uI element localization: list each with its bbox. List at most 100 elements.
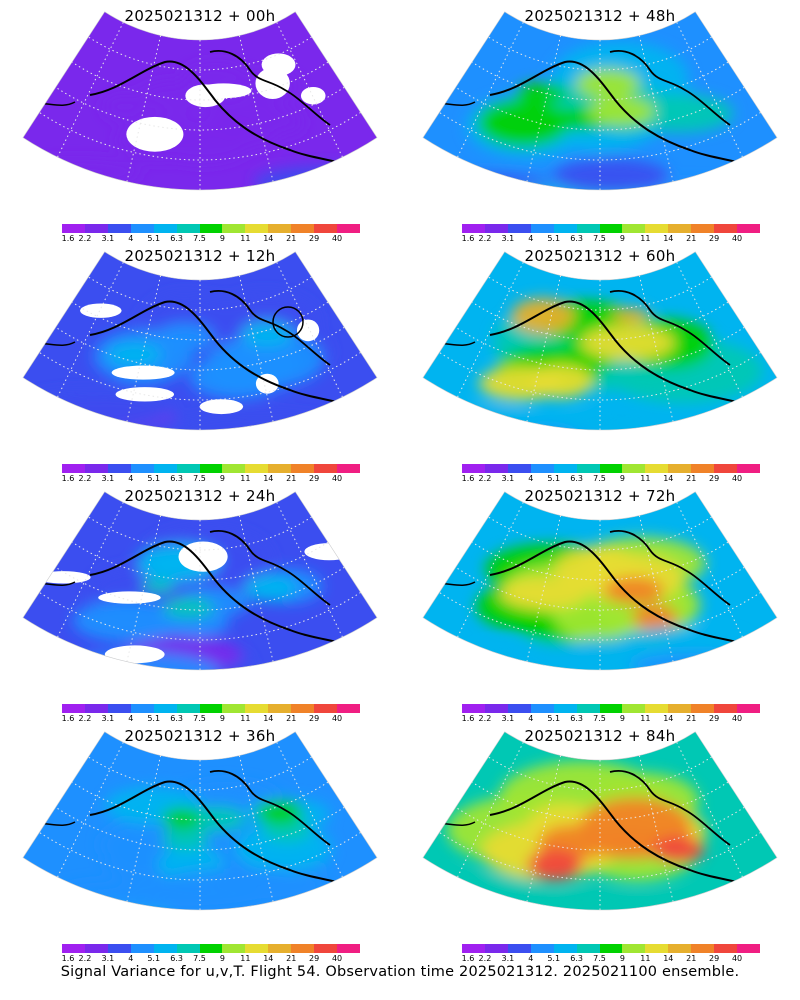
colorbar-tick-label: 7.5 xyxy=(193,474,206,483)
colorbar-tick-label: 14 xyxy=(663,474,674,483)
colorbar-tick-label: 7.5 xyxy=(193,234,206,243)
panel-title: 2025021312 + 36h xyxy=(124,727,276,745)
colorbar-tick-label: 21 xyxy=(686,474,697,483)
colorbar-tick-label: 14 xyxy=(263,234,274,243)
colorbar-swatch-4 xyxy=(553,704,577,713)
colorbar-tick-label: 6.3 xyxy=(170,474,183,483)
colorbar-tick-label: 21 xyxy=(686,714,697,723)
colorbar-tick-label: 14 xyxy=(663,234,674,243)
colorbar-labels: 1.6 2.2 3.1 4 5.1 6.3 7.5 9 11 14 21 29 40 xyxy=(400,474,800,486)
colorbar-swatch-11 xyxy=(714,944,738,953)
variance-map-60h xyxy=(422,251,778,431)
colorbar-tick-label: 14 xyxy=(263,714,274,723)
colorbar-tick-label: 9 xyxy=(219,714,225,723)
colorbar-swatch-12 xyxy=(337,704,360,713)
colorbar-tick-label: 29 xyxy=(709,234,720,243)
colorbar-tick-label: 2.2 xyxy=(78,234,92,243)
colorbar xyxy=(62,944,360,953)
forecast-panel-60h: 2025021312 + 60h 1.6 2.2 3.1 4 5.1 6.3 7.5 9 11 14… xyxy=(400,240,800,483)
colorbar-swatch-12 xyxy=(737,704,760,713)
figure-caption: Signal Variance for u,v,T. Flight 54. Ob… xyxy=(60,964,740,980)
colorbar-swatch-10 xyxy=(291,704,315,713)
colorbar-swatch-11 xyxy=(314,224,338,233)
colorbar-swatch-11 xyxy=(714,464,738,473)
colorbar-swatch-8 xyxy=(245,464,269,473)
colorbar-swatch-3 xyxy=(530,464,554,473)
colorbar-tick-label: 1.6 xyxy=(61,954,75,963)
colorbar-tick-label: 29 xyxy=(709,474,720,483)
colorbar-swatch-2 xyxy=(107,704,131,713)
colorbar-swatch-10 xyxy=(291,944,315,953)
colorbar-tick-label: 1.6 xyxy=(461,714,475,723)
colorbar-tick-label: 14 xyxy=(663,954,674,963)
colorbar-swatch-10 xyxy=(291,224,315,233)
colorbar-swatch-12 xyxy=(337,944,360,953)
colorbar-swatch-3 xyxy=(130,464,154,473)
colorbar-swatch-6 xyxy=(599,224,623,233)
colorbar-tick-label: 4 xyxy=(128,954,134,963)
colorbar-labels: 1.6 2.2 3.1 4 5.1 6.3 7.5 9 11 14 21 29 40 xyxy=(0,234,400,246)
colorbar-swatch-8 xyxy=(645,224,669,233)
colorbar-tick-label: 9 xyxy=(619,714,625,723)
colorbar xyxy=(62,464,360,473)
colorbar-tick-label: 11 xyxy=(640,474,651,483)
colorbar-tick-label: 7.5 xyxy=(193,954,206,963)
colorbar-swatch-4 xyxy=(153,464,177,473)
panel-title: 2025021312 + 60h xyxy=(524,247,676,265)
colorbar-swatch-5 xyxy=(176,704,200,713)
colorbar-tick-label: 11 xyxy=(240,234,251,243)
colorbar-swatch-5 xyxy=(176,944,200,953)
colorbar-tick-label: 4 xyxy=(528,714,534,723)
colorbar-tick-label: 21 xyxy=(286,954,297,963)
colorbar-swatch-11 xyxy=(314,464,338,473)
colorbar-tick-label: 3.1 xyxy=(501,954,515,963)
forecast-panel-12h: 2025021312 + 12h 1.6 2.2 3.1 4 5.1 6.3 7.5 9 11 14… xyxy=(0,240,400,483)
colorbar-swatch-5 xyxy=(576,224,600,233)
colorbar-tick-label: 4 xyxy=(128,474,134,483)
colorbar-tick-label: 3.1 xyxy=(501,474,515,483)
colorbar-swatch-7 xyxy=(222,224,246,233)
colorbar-swatch-7 xyxy=(622,464,646,473)
colorbar-tick-label: 40 xyxy=(731,234,743,243)
forecast-panel-36h: 2025021312 + 36h 1.6 2.2 3.1 4 5.1 6.3 7.5 9 11 14… xyxy=(0,720,400,963)
colorbar-tick-label: 6.3 xyxy=(570,234,583,243)
colorbar-tick-label: 40 xyxy=(331,474,343,483)
colorbar-swatch-1 xyxy=(84,464,108,473)
colorbar-tick-label: 2.2 xyxy=(78,474,92,483)
colorbar-tick-label: 2.2 xyxy=(478,714,492,723)
colorbar-swatch-11 xyxy=(314,704,338,713)
colorbar-tick-label: 5.1 xyxy=(547,714,561,723)
colorbar-swatch-2 xyxy=(107,464,131,473)
colorbar-swatch-5 xyxy=(176,464,200,473)
forecast-panel-72h: 2025021312 + 72h 1.6 2.2 3.1 4 5.1 6.3 7.5 9 11 14… xyxy=(400,480,800,723)
colorbar-tick-label: 1.6 xyxy=(461,474,475,483)
colorbar-tick-label: 1.6 xyxy=(461,954,475,963)
colorbar-swatch-3 xyxy=(130,704,154,713)
colorbar-swatch-2 xyxy=(507,464,531,473)
colorbar-tick-label: 7.5 xyxy=(193,714,206,723)
colorbar-swatch-9 xyxy=(268,944,292,953)
colorbar-tick-label: 6.3 xyxy=(170,234,183,243)
colorbar-tick-label: 14 xyxy=(263,474,274,483)
colorbar-tick-label: 3.1 xyxy=(101,474,115,483)
colorbar-swatch-9 xyxy=(668,704,692,713)
colorbar-swatch-2 xyxy=(507,944,531,953)
colorbar-swatch-6 xyxy=(199,464,223,473)
colorbar-swatch-8 xyxy=(245,224,269,233)
colorbar-swatch-11 xyxy=(714,224,738,233)
panel-title: 2025021312 + 00h xyxy=(124,7,276,25)
colorbar-swatch-8 xyxy=(645,704,669,713)
colorbar-swatch-1 xyxy=(484,944,508,953)
colorbar-swatch-9 xyxy=(268,704,292,713)
colorbar-tick-label: 2.2 xyxy=(478,234,492,243)
colorbar-swatch-7 xyxy=(222,704,246,713)
colorbar-swatch-3 xyxy=(130,224,154,233)
colorbar-tick-label: 2.2 xyxy=(78,714,92,723)
colorbar-tick-label: 1.6 xyxy=(61,714,75,723)
colorbar-swatch-1 xyxy=(484,464,508,473)
colorbar-swatch-6 xyxy=(599,464,623,473)
colorbar-swatch-4 xyxy=(553,464,577,473)
colorbar xyxy=(62,704,360,713)
colorbar-tick-label: 7.5 xyxy=(593,714,606,723)
colorbar-tick-label: 29 xyxy=(309,474,320,483)
